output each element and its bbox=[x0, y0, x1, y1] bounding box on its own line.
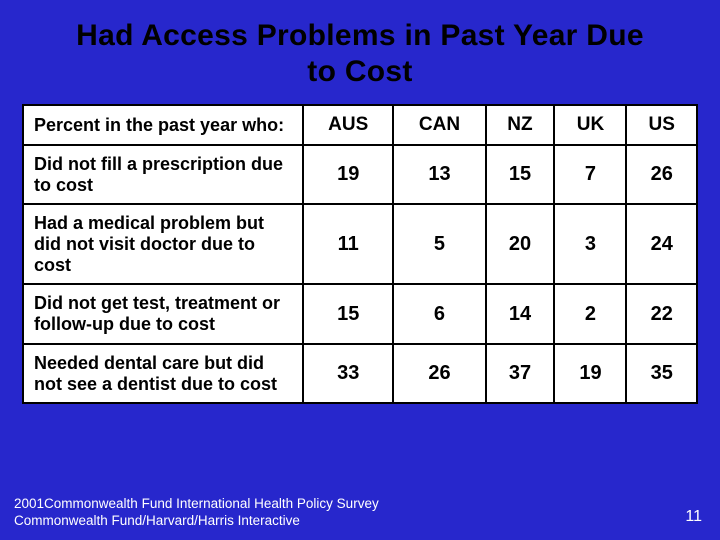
cell-value: 19 bbox=[554, 344, 626, 403]
col-header: NZ bbox=[486, 105, 555, 145]
cell-value: 2 bbox=[554, 284, 626, 343]
table-row: Did not fill a prescription due to cost … bbox=[23, 145, 697, 204]
cell-value: 20 bbox=[486, 204, 555, 284]
table-header-row: Percent in the past year who: AUS CAN NZ… bbox=[23, 105, 697, 145]
slide-title: Had Access Problems in Past Year Due to … bbox=[0, 0, 720, 104]
cell-value: 7 bbox=[554, 145, 626, 204]
cell-value: 15 bbox=[486, 145, 555, 204]
table-row: Did not get test, treatment or follow-up… bbox=[23, 284, 697, 343]
cell-value: 3 bbox=[554, 204, 626, 284]
data-table: Percent in the past year who: AUS CAN NZ… bbox=[22, 104, 698, 404]
table-row: Had a medical problem but did not visit … bbox=[23, 204, 697, 284]
table-row: Needed dental care but did not see a den… bbox=[23, 344, 697, 403]
cell-value: 37 bbox=[486, 344, 555, 403]
row-label: Did not get test, treatment or follow-up… bbox=[23, 284, 303, 343]
table-container: Percent in the past year who: AUS CAN NZ… bbox=[0, 104, 720, 404]
footer-line2: Commonwealth Fund/Harvard/Harris Interac… bbox=[14, 513, 379, 530]
row-label: Did not fill a prescription due to cost bbox=[23, 145, 303, 204]
cell-value: 33 bbox=[303, 344, 393, 403]
row-label: Needed dental care but did not see a den… bbox=[23, 344, 303, 403]
col-header: AUS bbox=[303, 105, 393, 145]
header-row-label: Percent in the past year who: bbox=[23, 105, 303, 145]
cell-value: 24 bbox=[626, 204, 697, 284]
footer-citation: 2001Commonwealth Fund International Heal… bbox=[14, 496, 379, 530]
col-header: US bbox=[626, 105, 697, 145]
cell-value: 11 bbox=[303, 204, 393, 284]
cell-value: 15 bbox=[303, 284, 393, 343]
cell-value: 22 bbox=[626, 284, 697, 343]
cell-value: 35 bbox=[626, 344, 697, 403]
cell-value: 6 bbox=[393, 284, 485, 343]
col-header: UK bbox=[554, 105, 626, 145]
page-number: 11 bbox=[685, 508, 702, 526]
cell-value: 19 bbox=[303, 145, 393, 204]
cell-value: 13 bbox=[393, 145, 485, 204]
cell-value: 5 bbox=[393, 204, 485, 284]
footer-line1: 2001Commonwealth Fund International Heal… bbox=[14, 496, 379, 513]
col-header: CAN bbox=[393, 105, 485, 145]
cell-value: 14 bbox=[486, 284, 555, 343]
row-label: Had a medical problem but did not visit … bbox=[23, 204, 303, 284]
cell-value: 26 bbox=[626, 145, 697, 204]
cell-value: 26 bbox=[393, 344, 485, 403]
